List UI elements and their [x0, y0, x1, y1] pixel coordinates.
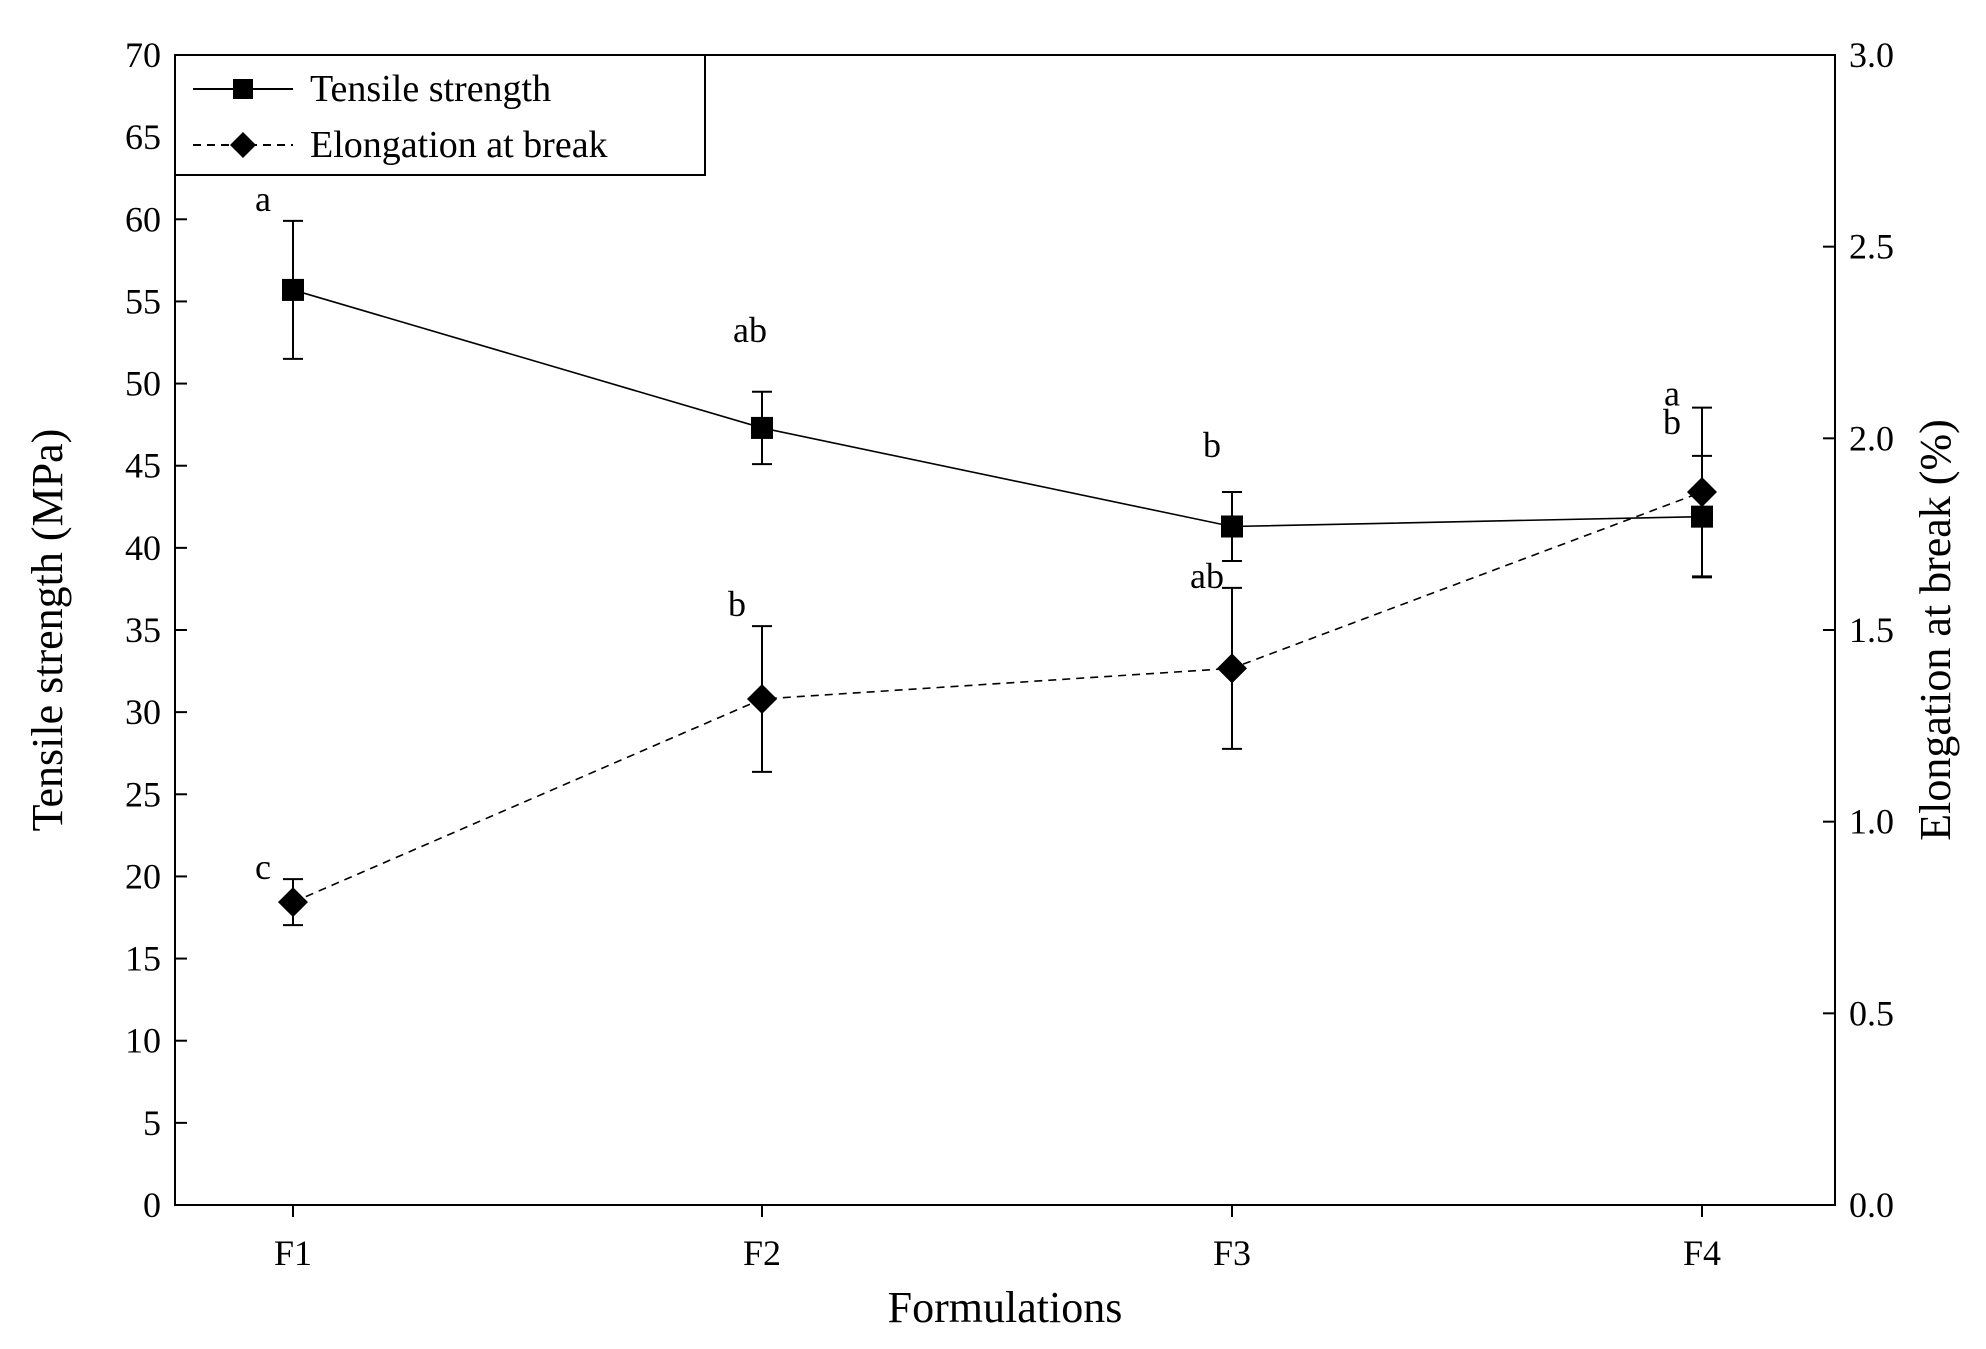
x-axis-label: Formulations: [888, 1283, 1123, 1332]
legend-label-elongation: Elongation at break: [310, 124, 608, 166]
significance-letter: a: [255, 179, 271, 219]
left-tick-label: 35: [125, 610, 161, 650]
left-tick-label: 70: [125, 35, 161, 75]
left-tick-label: 5: [143, 1103, 161, 1143]
significance-letter: b: [1203, 425, 1221, 465]
series-elongation-at-break: c b ab a: [255, 374, 1717, 927]
square-marker: [1221, 515, 1243, 538]
right-tick-label: 0.0: [1849, 1185, 1894, 1225]
diamond-marker: [1217, 653, 1247, 684]
diamond-marker: [1687, 477, 1717, 507]
right-tick-label: 0.5: [1849, 993, 1894, 1033]
significance-letter: a: [1664, 374, 1680, 414]
plot-frame: [174, 54, 1836, 1206]
left-tick-label: 0: [143, 1185, 161, 1225]
right-tick-label: 1.0: [1849, 802, 1894, 842]
square-marker: [751, 416, 773, 439]
legend: Tensile strength Elongation at break: [174, 54, 706, 176]
x-tick-label: F2: [743, 1233, 781, 1273]
series-layer: a ab b b c b ab a: [255, 179, 1717, 927]
series-line: [292, 289, 1703, 528]
significance-letter: b: [1663, 402, 1681, 442]
significance-letter: b: [728, 584, 746, 624]
y-axis-label-right: Elongation at break (%): [1911, 419, 1960, 841]
left-tick-label: 15: [125, 939, 161, 979]
left-tick-label: 60: [125, 199, 161, 239]
right-tick-label: 2.5: [1849, 227, 1894, 267]
diamond-marker: [278, 887, 308, 918]
right-axis: 0.0 0.5 1.0 1.5 2.0 2.5 3.0: [1823, 35, 1894, 1225]
significance-letter: ab: [1190, 556, 1224, 596]
x-tick-label: F4: [1683, 1233, 1721, 1273]
left-axis: 0 5 10 15 20 25 30 35 40 45 50 55 60 65 70: [125, 35, 187, 1225]
left-tick-label: 45: [125, 446, 161, 486]
series-tensile-strength: a ab b b: [255, 179, 1713, 579]
right-tick-label: 2.0: [1849, 418, 1894, 458]
diamond-marker: [747, 684, 777, 714]
right-tick-label: 1.5: [1849, 610, 1894, 650]
left-tick-label: 20: [125, 856, 161, 896]
left-tick-label: 65: [125, 117, 161, 157]
legend-diamond-icon: [230, 132, 256, 158]
left-tick-label: 50: [125, 364, 161, 404]
significance-letter: ab: [733, 310, 767, 350]
x-tick-label: F1: [274, 1233, 312, 1273]
legend-square-icon: [233, 79, 253, 99]
square-marker: [282, 278, 304, 301]
left-tick-label: 30: [125, 692, 161, 732]
significance-letter: c: [255, 847, 271, 887]
legend-label-tensile: Tensile strength: [310, 68, 551, 110]
left-tick-label: 40: [125, 528, 161, 568]
y-axis-label-left: Tensile strength (MPa): [23, 429, 72, 832]
right-tick-label: 3.0: [1849, 35, 1894, 75]
x-axis: F1 F2 F3 F4: [274, 1205, 1721, 1273]
left-tick-label: 10: [125, 1021, 161, 1061]
left-tick-label: 25: [125, 774, 161, 814]
x-tick-label: F3: [1213, 1233, 1251, 1273]
series-line: [292, 491, 1703, 903]
legend-box: [174, 54, 706, 176]
left-tick-label: 55: [125, 281, 161, 321]
